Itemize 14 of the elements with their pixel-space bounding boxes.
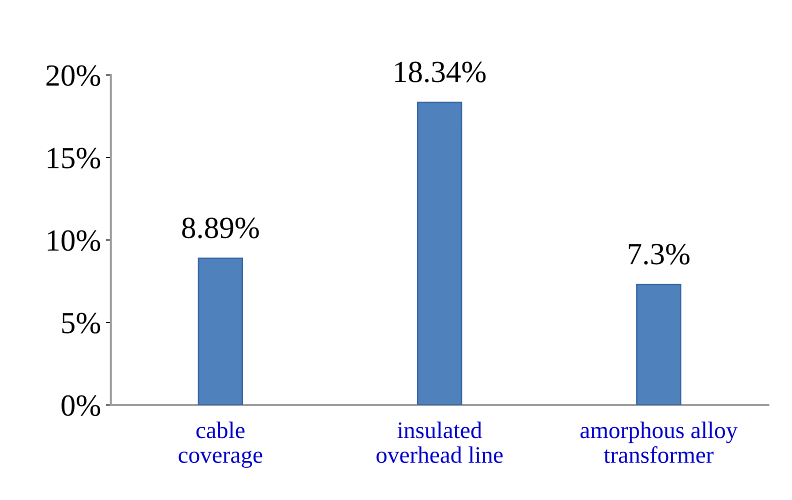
x-tick-label: cable coverage <box>178 422 262 468</box>
data-label: 7.3% <box>628 244 690 265</box>
x-tick-label: insulated overhead line <box>376 422 503 463</box>
data-label: 8.89% <box>182 218 259 238</box>
y-tick-label: 15% <box>48 148 100 168</box>
y-tick-label: 20% <box>46 65 100 86</box>
bar <box>198 258 244 405</box>
data-label: 18.34% <box>395 62 486 82</box>
y-tick-label: 5% <box>62 312 100 334</box>
x-tick-label: amorphous alloy transformer <box>580 422 738 464</box>
bar <box>636 284 682 405</box>
bar <box>416 102 462 405</box>
y-tick-label: 10% <box>48 230 100 251</box>
y-tick-label: 0% <box>62 395 100 416</box>
